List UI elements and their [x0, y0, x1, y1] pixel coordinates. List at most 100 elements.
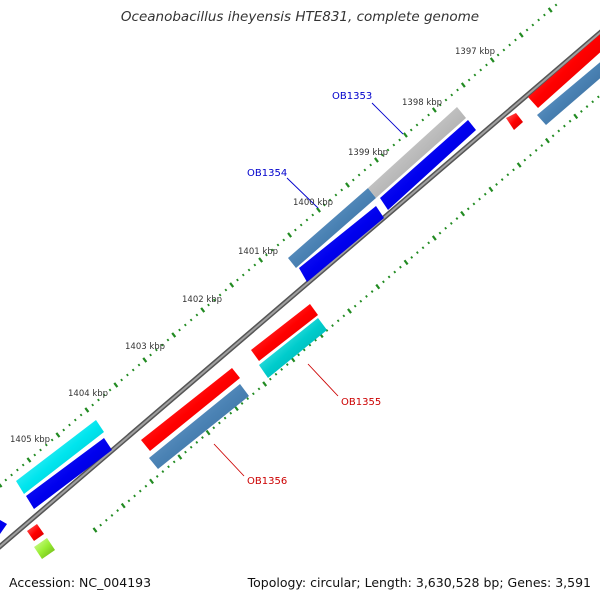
- tick-mark: [92, 527, 98, 533]
- reverse-strand-genes: [26, 58, 600, 509]
- tick-mark: [120, 502, 126, 509]
- tick-mark: [382, 280, 385, 284]
- tick-mark: [591, 100, 595, 104]
- tick-mark: [15, 468, 19, 472]
- tick-mark: [483, 192, 487, 196]
- tick-mark: [375, 283, 381, 290]
- tick-mark: [449, 221, 453, 225]
- tick-mark: [479, 68, 483, 72]
- tick-mark: [467, 78, 471, 82]
- gene-red-1402[interactable]: [251, 304, 318, 361]
- tick-track-outer: [0, 3, 558, 488]
- tick-mark: [302, 348, 306, 352]
- tick-mark: [365, 294, 368, 298]
- leader-ob1355: [307, 363, 339, 397]
- tick-mark: [137, 363, 141, 367]
- tick-mark: [223, 416, 227, 420]
- gene-ob1354[interactable]: [288, 188, 376, 268]
- tick-mark: [144, 484, 148, 488]
- tick-mark: [116, 509, 120, 512]
- tick-mark: [73, 418, 77, 422]
- tick-mark: [460, 82, 466, 88]
- tick-mark: [84, 407, 90, 413]
- tick-mark: [398, 138, 402, 142]
- leader-ob1356: [213, 443, 245, 477]
- gene-red-1396[interactable]: [528, 30, 600, 108]
- tick-label: 1402 kbp: [182, 295, 222, 305]
- tick-label: 1405 kbp: [10, 435, 50, 445]
- tick-mark: [523, 158, 527, 162]
- tick-mark: [62, 428, 66, 432]
- tick-mark: [456, 88, 459, 92]
- tick-mark: [421, 118, 425, 122]
- tick-mark: [189, 318, 193, 322]
- gene-label-ob1355[interactable]: OB1355: [341, 397, 381, 408]
- gene-steel-1396[interactable]: [537, 58, 600, 125]
- tick-label: 1399 kbp: [348, 148, 388, 158]
- tick-mark: [554, 3, 558, 7]
- tick-mark: [431, 235, 437, 241]
- tick-mark: [218, 421, 221, 425]
- tick-mark: [340, 188, 344, 192]
- gene-small-red-2[interactable]: [27, 524, 44, 541]
- tick-mark: [444, 98, 448, 102]
- tick-mark: [308, 343, 312, 347]
- gene-leader-lines: [213, 102, 404, 477]
- tick-mark: [399, 265, 402, 269]
- gene-aqua-1405[interactable]: [16, 420, 104, 494]
- tick-mark: [455, 217, 459, 220]
- gene-ob1353[interactable]: [368, 107, 466, 198]
- tick-mark: [205, 429, 211, 436]
- tick-labels: 1397 kbp 1398 kbp 1399 kbp 1400 kbp 1401…: [10, 47, 495, 445]
- tick-mark: [357, 173, 361, 177]
- tick-mark: [120, 378, 124, 382]
- tick-mark: [478, 197, 481, 201]
- gene-edge-blue[interactable]: [0, 520, 7, 534]
- tick-mark: [342, 314, 346, 318]
- tick-mark: [545, 137, 550, 144]
- tick-mark: [488, 186, 494, 193]
- tick-mark: [44, 443, 48, 447]
- tick-mark: [380, 153, 384, 157]
- gene-label-ob1354[interactable]: OB1354: [247, 168, 287, 179]
- tick-mark: [218, 293, 222, 297]
- gene-label-ob1356[interactable]: OB1356: [247, 476, 287, 487]
- tick-mark: [551, 134, 555, 138]
- forward-strand-genes: [16, 30, 600, 494]
- gene-label-ob1353[interactable]: OB1353: [332, 91, 372, 102]
- tick-mark: [212, 298, 216, 302]
- tick-mark: [282, 238, 286, 242]
- tick-mark: [347, 308, 352, 314]
- tick-mark: [246, 397, 250, 401]
- gene-blue-1398[interactable]: [380, 120, 476, 210]
- accession-label: Accession: NC_004193: [9, 575, 152, 590]
- gene-ob1355[interactable]: [259, 318, 327, 378]
- tick-mark: [79, 413, 83, 417]
- tick-mark: [444, 226, 448, 230]
- tick-mark: [195, 440, 199, 444]
- tick-mark: [149, 353, 152, 357]
- gene-blue-1405[interactable]: [26, 438, 112, 509]
- gene-blue-1400[interactable]: [299, 206, 384, 282]
- gene-ob1356-partner-red[interactable]: [141, 368, 240, 451]
- gene-ob1356[interactable]: [149, 384, 249, 469]
- tick-mark: [229, 411, 233, 415]
- tick-mark: [201, 436, 204, 439]
- tick-mark: [253, 263, 257, 267]
- tick-mark: [160, 343, 164, 347]
- tick-mark: [195, 313, 199, 317]
- tick-mark: [155, 475, 159, 478]
- genome-backbone: [0, 29, 600, 550]
- tick-mark: [270, 248, 274, 252]
- tick-mark: [97, 398, 100, 402]
- tick-mark: [485, 63, 488, 67]
- gene-small-lime[interactable]: [34, 538, 55, 559]
- genome-backbone-highlight: [0, 31, 600, 548]
- tick-mark: [0, 483, 3, 488]
- gene-small-red-1[interactable]: [506, 113, 523, 130]
- tick-mark: [518, 32, 524, 38]
- tick-mark: [421, 246, 425, 250]
- tick-mark: [392, 143, 396, 147]
- tick-mark: [438, 231, 442, 235]
